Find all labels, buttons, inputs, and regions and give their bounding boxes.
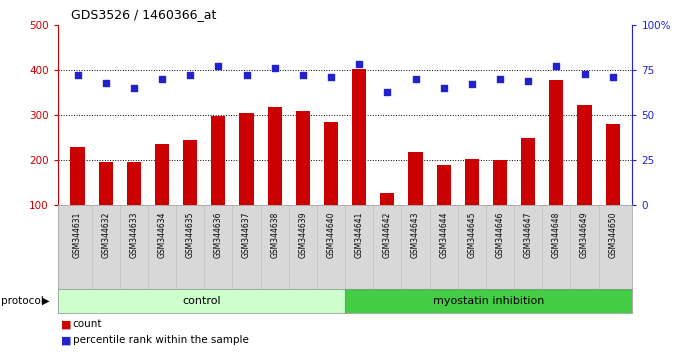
Text: GSM344644: GSM344644	[439, 212, 448, 258]
Point	[551, 63, 562, 69]
Bar	[606, 124, 619, 205]
Text: GSM344634: GSM344634	[158, 212, 167, 258]
Bar	[577, 105, 592, 205]
Point	[382, 89, 393, 95]
Bar	[549, 80, 564, 205]
Point	[213, 63, 224, 69]
Text: GSM344637: GSM344637	[242, 212, 251, 258]
Text: GSM344642: GSM344642	[383, 212, 392, 258]
Bar	[71, 147, 84, 205]
Point	[494, 76, 505, 82]
Text: GSM344645: GSM344645	[467, 212, 477, 258]
Text: control: control	[182, 296, 221, 306]
Point	[410, 76, 421, 82]
Text: GSM344633: GSM344633	[129, 212, 138, 258]
Text: percentile rank within the sample: percentile rank within the sample	[73, 335, 249, 345]
Text: GSM344636: GSM344636	[214, 212, 223, 258]
Text: GSM344649: GSM344649	[580, 212, 589, 258]
Point	[523, 78, 534, 84]
Text: myostatin inhibition: myostatin inhibition	[433, 296, 545, 306]
Bar	[268, 107, 282, 205]
Point	[354, 62, 364, 67]
Point	[185, 73, 196, 78]
Bar	[239, 113, 254, 205]
Bar	[465, 159, 479, 205]
Bar	[521, 138, 535, 205]
Point	[72, 73, 83, 78]
Point	[156, 76, 167, 82]
Point	[241, 73, 252, 78]
Text: GSM344647: GSM344647	[524, 212, 532, 258]
Text: GSM344639: GSM344639	[299, 212, 307, 258]
Bar	[155, 144, 169, 205]
Text: GSM344650: GSM344650	[608, 212, 617, 258]
Bar	[352, 69, 367, 205]
Bar	[409, 152, 422, 205]
Point	[579, 71, 590, 76]
Point	[269, 65, 280, 71]
Text: GSM344635: GSM344635	[186, 212, 194, 258]
Bar	[183, 140, 197, 205]
Text: GSM344638: GSM344638	[270, 212, 279, 258]
Point	[326, 74, 337, 80]
Point	[129, 85, 139, 91]
Text: count: count	[73, 319, 102, 329]
Text: GSM344640: GSM344640	[326, 212, 335, 258]
Text: GSM344641: GSM344641	[355, 212, 364, 258]
Bar	[380, 193, 394, 205]
Point	[466, 81, 477, 87]
Text: ■: ■	[61, 319, 71, 329]
Text: ■: ■	[61, 335, 71, 345]
Text: GSM344631: GSM344631	[73, 212, 82, 258]
Point	[438, 85, 449, 91]
Bar	[493, 160, 507, 205]
Text: GSM344648: GSM344648	[552, 212, 561, 258]
Bar	[437, 165, 451, 205]
Text: ▶: ▶	[42, 296, 50, 306]
Text: GSM344643: GSM344643	[411, 212, 420, 258]
Point	[607, 74, 618, 80]
Text: GSM344632: GSM344632	[101, 212, 110, 258]
Text: GDS3526 / 1460366_at: GDS3526 / 1460366_at	[71, 8, 217, 21]
Point	[297, 73, 308, 78]
Bar	[99, 162, 113, 205]
Point	[100, 80, 111, 85]
Bar	[296, 110, 310, 205]
Text: protocol: protocol	[1, 296, 44, 306]
Bar	[211, 116, 225, 205]
Bar	[324, 122, 338, 205]
Text: GSM344646: GSM344646	[496, 212, 505, 258]
Bar	[126, 162, 141, 205]
